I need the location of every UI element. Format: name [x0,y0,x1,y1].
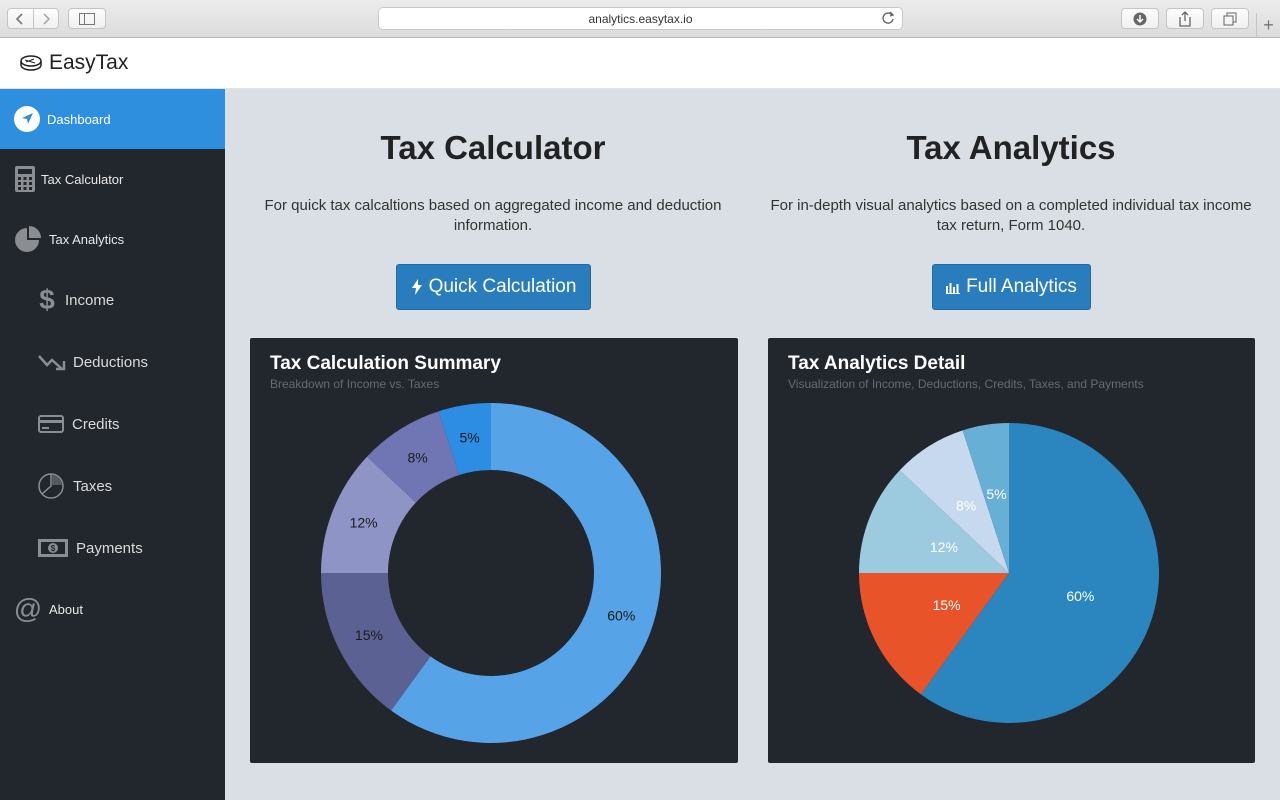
dollar-icon: $ [38,286,56,314]
calculator-icon [15,166,35,192]
pie-slice[interactable] [321,573,431,711]
navigation-arrow-icon [14,106,40,132]
pie-slice[interactable] [962,423,1009,573]
reload-icon[interactable] [881,11,895,28]
panel-title: Tax Calculation Summary [270,353,501,374]
sidebar-item-credits[interactable]: Credits [0,393,225,455]
panel-title: Tax Analytics Detail [788,353,966,374]
svg-text:$: $ [39,286,55,314]
sidebar-item-label: Tax Calculator [41,171,124,187]
lightning-icon [411,279,422,295]
pie-chart-icon [15,226,41,252]
chevron-right-icon [43,12,50,25]
slice-label: 8% [407,449,427,465]
sidebar-toggle-icon [79,12,95,25]
money-icon: $ [38,539,68,557]
share-icon [1179,10,1191,27]
sidebar-item-label: Credits [72,415,120,433]
donut-chart: 60% 15% 12% 8% 5% [321,403,661,743]
sidebar-item-tax-analytics[interactable]: Tax Analytics [0,209,225,269]
slice-label: 12% [930,539,958,555]
new-tab-button[interactable]: + [1256,13,1280,38]
plus-icon: + [1263,15,1274,35]
download-icon [1133,12,1147,25]
sidebar-item-label: Dashboard [47,111,111,127]
trend-down-icon [38,353,66,371]
coin-stack-logo-icon [20,55,42,71]
slice-label: 60% [607,607,635,623]
analytics-description: For in-depth visual analytics based on a… [770,197,1252,234]
tax-analytics-detail-panel: Tax Analytics Detail Visualization of In… [768,338,1255,763]
sidebar-item-label: Deductions [73,353,149,371]
address-bar[interactable]: analytics.easytax.io [378,7,903,30]
slice-label: 15% [933,597,961,613]
tabs-icon [1223,12,1237,25]
tabs-button[interactable] [1211,8,1249,29]
svg-text:$: $ [51,544,56,553]
history-nav [7,8,59,29]
sidebar-item-dashboard[interactable]: Dashboard [0,89,225,149]
slice-label: 15% [355,627,383,643]
app-header: EasyTax [0,38,1280,89]
sidebar-item-label: Tax Analytics [49,231,125,247]
back-button[interactable] [8,9,33,28]
tax-calculation-summary-panel: Tax Calculation Summary Breakdown of Inc… [250,338,738,763]
slice-label: 5% [986,486,1006,502]
sidebar-item-about[interactable]: @ About [0,579,225,639]
brand-name[interactable]: EasyTax [49,51,129,74]
sidebar-item-label: Payments [76,539,143,557]
full-analytics-button[interactable]: Full Analytics [932,264,1091,310]
calculator-title: Tax Calculator [380,129,606,166]
at-sign-icon: @ [14,595,42,623]
sidebar: Dashboard Tax Calculator Tax Analytics $… [0,89,225,800]
sidebar-item-payments[interactable]: $ Payments [0,517,225,579]
bar-chart-icon [946,282,961,294]
sidebar-item-label: Taxes [73,477,113,495]
pie-slice[interactable] [859,573,1009,695]
pie-slice[interactable] [367,411,460,503]
pie-slice[interactable] [391,403,661,743]
pie-slice[interactable] [859,470,1009,573]
pie-outline-icon [37,472,65,500]
quick-calculation-button[interactable]: Quick Calculation [396,264,591,310]
sidebar-item-tax-calculator[interactable]: Tax Calculator [0,149,225,209]
slice-label: 8% [956,497,976,513]
pie-chart: 60% 15% 12% 8% 5% [859,423,1159,723]
pie-slice[interactable] [438,403,491,476]
sidebar-item-label: About [49,601,83,617]
browser-toolbar: analytics.easytax.io + [0,0,1280,38]
sidebar-item-income[interactable]: $ Income [0,269,225,331]
forward-button[interactable] [32,9,59,28]
pie-slice[interactable] [321,456,416,573]
pie-slice[interactable] [899,430,1009,573]
sidebar-toggle-button[interactable] [68,8,106,29]
slice-label: 12% [350,515,378,531]
share-button[interactable] [1166,8,1204,29]
chevron-left-icon [16,12,23,25]
sidebar-item-deductions[interactable]: Deductions [0,331,225,393]
svg-text:@: @ [14,595,42,623]
button-label: Full Analytics [966,276,1077,297]
sidebar-item-label: Income [65,291,115,309]
panel-subtitle: Visualization of Income, Deductions, Cre… [788,377,1144,391]
url-text: analytics.easytax.io [588,11,693,26]
pie-slice[interactable] [920,423,1159,723]
credit-card-icon [38,415,64,433]
slice-label: 5% [459,430,479,446]
analytics-title: Tax Analytics [906,129,1116,166]
calculator-description: For quick tax calcaltions based on aggre… [264,197,722,234]
panel-subtitle: Breakdown of Income vs. Taxes [270,377,440,391]
sidebar-item-taxes[interactable]: Taxes [0,455,225,517]
button-label: Quick Calculation [428,276,577,297]
downloads-button[interactable] [1121,8,1159,29]
slice-label: 60% [1066,588,1094,604]
